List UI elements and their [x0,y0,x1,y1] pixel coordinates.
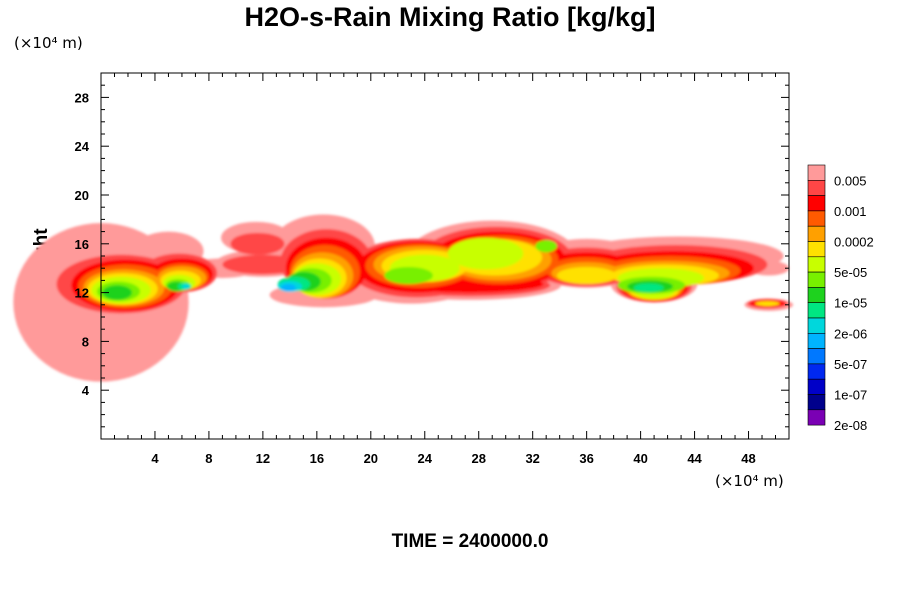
colorbar-label-6: 5e-07 [834,357,867,372]
colorbar-label-3: 5e-05 [834,265,867,280]
x-tick-label-4: 20 [364,451,378,466]
x-tick-label-7: 32 [525,451,539,466]
colorbar-label-1: 0.001 [834,204,867,219]
contour-blob-59 [556,266,617,285]
y-tick-label-6: 28 [75,90,89,105]
colorbar-label-0: 0.005 [834,173,867,188]
x-tick-label-1: 8 [205,451,212,466]
contour-blob-84 [181,284,191,289]
y-tick-label-1: 8 [82,334,89,349]
colorbar-swatch-16 [807,409,826,426]
chart-title: H2O-s-Rain Mixing Ratio [kg/kg] [244,2,656,32]
colorbar-swatch-5 [807,241,826,258]
colorbar-swatch-8 [807,287,826,303]
x-axis-unit: (×10⁴ m) [715,472,784,490]
x-tick-label-9: 40 [633,451,647,466]
x-tick-label-3: 16 [310,451,324,466]
y-tick-label-2: 12 [75,286,89,301]
colorbar-label-4: 1e-05 [834,296,867,311]
y-tick-label-5: 24 [75,139,90,154]
colorbar-swatch-7 [807,271,826,288]
colorbar: 0.005 0.001 0.0002 5e-05 1e-05 2e-06 5e-07 1e-0… [807,164,874,433]
colorbar-swatch-14 [807,378,826,395]
y-tick-label-0: 4 [82,383,90,398]
colorbar-label-8: 2e-08 [834,418,867,433]
time-label: TIME = 2400000.0 [391,531,549,552]
colorbar-swatch-6 [807,256,826,273]
colorbar-swatch-13 [807,363,826,380]
contour-blob-62 [755,301,780,307]
contour-blob-75 [535,240,557,253]
colorbar-label-5: 2e-06 [834,326,867,341]
contour-blob-85 [281,284,296,292]
y-tick-label-3: 16 [75,237,89,252]
colorbar-swatch-4 [807,225,826,242]
colorbar-swatch-0 [807,164,826,181]
colorbar-swatch-2 [807,195,826,212]
x-tick-label-2: 12 [256,451,270,466]
colorbar-label-2: 0.0002 [834,235,874,250]
x-tick-label-6: 28 [471,451,485,466]
x-tick-label-0: 4 [151,451,159,466]
colorbar-swatch-12 [807,348,826,365]
x-tick-label-5: 24 [418,451,433,466]
contour-blob-73 [384,266,433,285]
x-tick-label-10: 44 [687,451,702,466]
contour-field [13,214,794,382]
contour-blob-19 [230,232,285,255]
colorbar-swatch-15 [807,394,826,411]
y-tick-label-4: 20 [75,188,89,203]
y-axis-unit: (×10⁴ m) [14,34,83,52]
colorbar-swatch-3 [807,210,826,227]
colorbar-swatch-11 [807,332,826,349]
contour-blob-67 [447,237,524,270]
colorbar-swatch-9 [807,302,826,319]
x-tick-label-11: 48 [741,451,755,466]
contour-layers [13,214,794,382]
colorbar-label-7: 1e-07 [834,388,867,403]
colorbar-swatch-10 [807,317,826,334]
x-tick-label-8: 36 [579,451,593,466]
contour-blob-76 [102,285,133,300]
colorbar-swatch-1 [807,180,826,196]
contour-blob-81 [633,283,664,292]
